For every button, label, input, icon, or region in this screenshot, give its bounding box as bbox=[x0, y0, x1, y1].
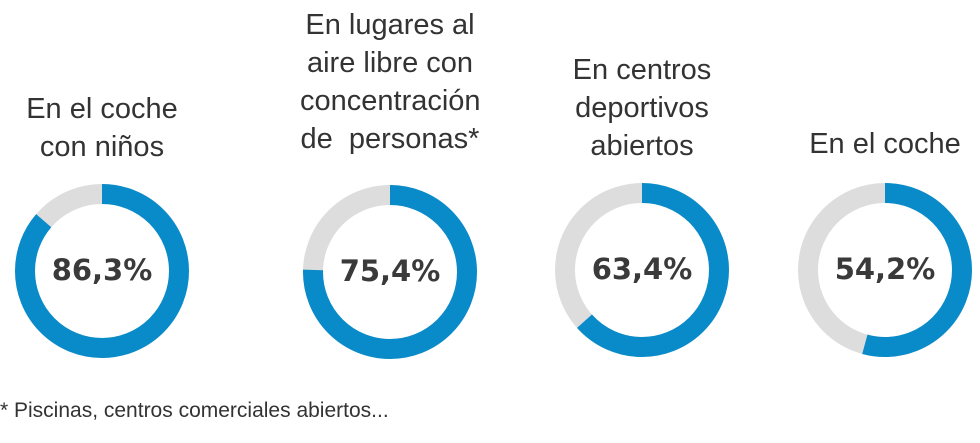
donut-value-arc bbox=[555, 183, 729, 357]
label-line: En lugares al bbox=[305, 9, 475, 41]
donut-lugares-aire-libre: En lugares al aire libre con concentraci… bbox=[300, 0, 481, 443]
label-line: abiertos bbox=[590, 130, 694, 162]
donut-ring: 86,3% bbox=[15, 184, 189, 358]
label-line: En el coche bbox=[809, 128, 961, 160]
donut-ring: 54,2% bbox=[798, 183, 972, 357]
donut-label: En centros deportivos abiertos bbox=[552, 51, 732, 165]
label-line: concentración bbox=[300, 85, 481, 117]
donut-value-arc bbox=[798, 183, 972, 357]
footnote: * Piscinas, centros comerciales abiertos… bbox=[0, 399, 389, 422]
label-line: En el coche bbox=[26, 93, 178, 125]
label-line: aire libre con bbox=[306, 47, 474, 79]
donut-value-label: 54,2% bbox=[835, 252, 936, 286]
donut-ring: 75,4% bbox=[303, 185, 477, 359]
donut-value-arc bbox=[303, 185, 477, 359]
label-line: deportivos bbox=[575, 92, 709, 124]
donut-ring: 63,4% bbox=[555, 183, 729, 357]
donut-value-label: 86,3% bbox=[52, 253, 153, 287]
label-line: con niños bbox=[39, 131, 165, 163]
donut-en-el-coche-con-ninos: En el coche con niños 86,3% bbox=[12, 0, 192, 443]
donut-value-arc bbox=[15, 184, 189, 358]
label-line: En centros bbox=[572, 54, 712, 86]
donut-label: En el coche bbox=[795, 125, 975, 163]
donut-en-el-coche: En el coche 54,2% bbox=[795, 0, 975, 443]
donut-label: En el coche con niños bbox=[12, 90, 192, 166]
donut-value-label: 75,4% bbox=[340, 254, 441, 288]
label-line: de personas* bbox=[300, 123, 480, 155]
donut-label: En lugares al aire libre con concentraci… bbox=[300, 6, 481, 158]
donut-centros-deportivos: En centros deportivos abiertos 63,4% bbox=[552, 0, 732, 443]
donut-value-label: 63,4% bbox=[592, 252, 693, 286]
